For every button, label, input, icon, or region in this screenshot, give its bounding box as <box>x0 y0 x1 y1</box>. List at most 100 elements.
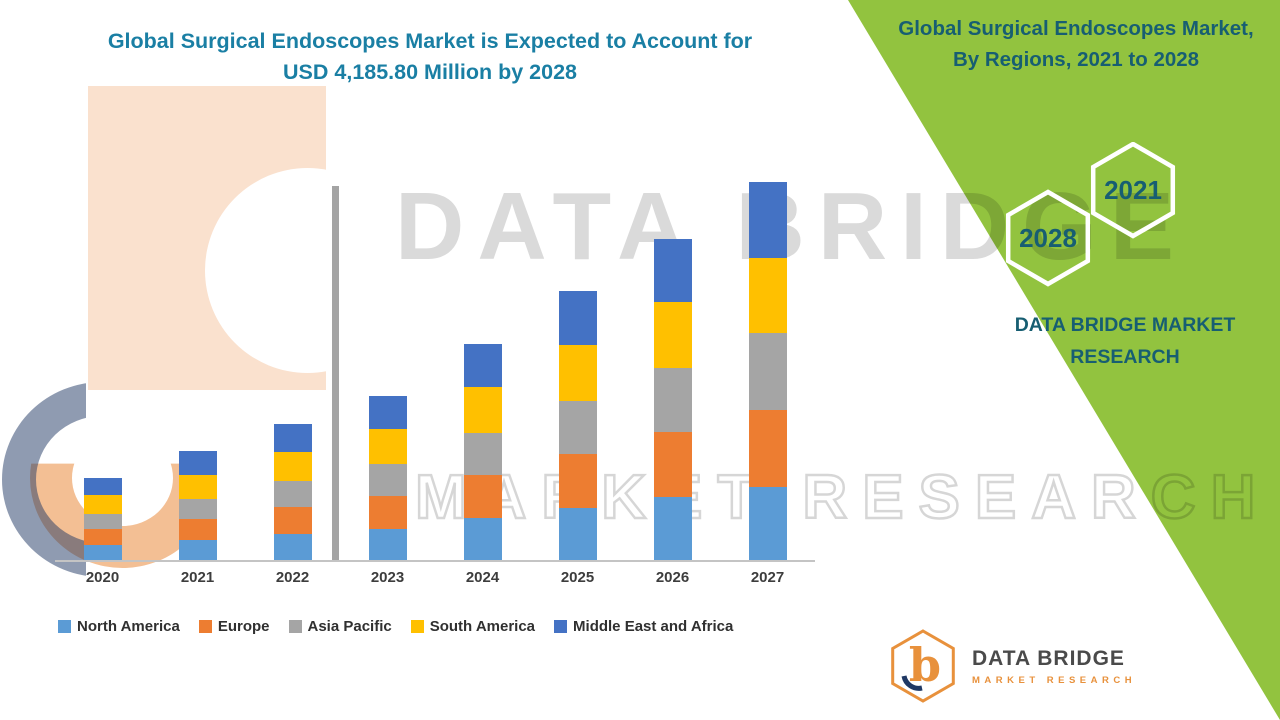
year-hexagons: 2028 2021 <box>1005 142 1176 287</box>
page-title-line2: USD 4,185.80 Million by 2028 <box>283 60 577 85</box>
bar-stack-2024 <box>463 344 502 560</box>
bar-segment-south-america <box>558 345 597 401</box>
bar-segment-asia-pacific <box>273 481 312 507</box>
bar-segment-south-america <box>748 258 787 333</box>
bar-segment-north-america <box>463 518 502 560</box>
bar-segment-europe <box>558 454 597 508</box>
bar-segment-north-america <box>558 508 597 560</box>
hexagon-2021-icon <box>1090 142 1176 239</box>
bar-segment-asia-pacific <box>178 499 217 519</box>
footer-logo: b DATA BRIDGE MARKET RESEARCH <box>888 628 1136 704</box>
page-title: Global Surgical Endoscopes Market is Exp… <box>70 26 790 88</box>
bar-segment-south-america <box>463 387 502 433</box>
legend-swatch-europe <box>198 620 212 633</box>
bar-segment-asia-pacific <box>653 368 692 432</box>
x-label-2020: 2020 <box>85 569 120 586</box>
bar-stack-2023 <box>368 396 407 560</box>
bar-slot-2027 <box>720 182 815 560</box>
bar-segment-south-america <box>83 495 122 514</box>
bar-slot-2024 <box>435 344 530 560</box>
bar-segment-europe <box>273 507 312 534</box>
bar-slot-2026 <box>625 239 720 560</box>
bars-row <box>55 150 815 562</box>
bar-segment-middle-east-and-africa <box>273 424 312 452</box>
watermark-text-secondary: MARKET RESEARCH <box>414 462 1271 534</box>
bar-stack-2027 <box>748 182 787 560</box>
legend-label-europe: Europe <box>217 618 270 635</box>
bar-segment-asia-pacific <box>558 401 597 454</box>
bar-segment-north-america <box>653 497 692 560</box>
x-label-2025: 2025 <box>560 569 595 586</box>
bar-segment-europe <box>83 529 122 545</box>
footer-logo-brand: DATA BRIDGE <box>972 646 1125 670</box>
legend-item-south-america: South America <box>410 618 536 635</box>
legend: North America Europe Asia Pacific South Ame… <box>58 618 733 635</box>
bar-segment-middle-east-and-africa <box>178 451 217 475</box>
legend-label-south-america: South America <box>429 618 536 635</box>
legend-swatch-middle-east-and-africa <box>554 620 568 633</box>
bar-segment-asia-pacific <box>748 333 787 410</box>
bar-segment-middle-east-and-africa <box>83 478 122 495</box>
legend-item-north-america: North America <box>58 618 180 635</box>
bar-segment-asia-pacific <box>368 464 407 496</box>
legend-item-europe: Europe <box>198 618 270 635</box>
bar-segment-middle-east-and-africa <box>368 396 407 429</box>
bar-segment-asia-pacific <box>463 433 502 475</box>
bar-segment-middle-east-and-africa <box>558 291 597 345</box>
bar-segment-asia-pacific <box>83 514 122 529</box>
x-label-2022: 2022 <box>275 569 310 586</box>
legend-item-asia-pacific: Asia Pacific <box>288 618 392 635</box>
bar-slot-2022 <box>245 424 340 560</box>
side-panel-heading: Global Surgical Endoscopes Market, By Re… <box>880 14 1272 76</box>
bar-stack-2025 <box>558 291 597 560</box>
bar-slot-2023 <box>340 396 435 560</box>
page-title-line1: Global Surgical Endoscopes Market is Exp… <box>107 29 753 53</box>
bar-segment-south-america <box>273 452 312 481</box>
legend-label-middle-east-and-africa: Middle East and Africa <box>573 618 734 635</box>
legend-item-middle-east-and-africa: Middle East and Africa <box>554 618 733 635</box>
bar-segment-middle-east-and-africa <box>748 182 787 258</box>
bar-segment-europe <box>178 519 217 540</box>
bar-segment-europe <box>368 496 407 529</box>
bar-segment-north-america <box>748 487 787 560</box>
bar-segment-south-america <box>653 302 692 368</box>
x-label-2027: 2027 <box>750 569 785 586</box>
x-labels: 2020 2021 2022 2023 2024 2025 2026 2027 <box>55 569 815 586</box>
bar-segment-north-america <box>368 529 407 560</box>
hexagon-back-year-label: 2028 <box>1019 223 1077 253</box>
side-panel-heading-line1: Global Surgical Endoscopes Market, <box>898 17 1254 40</box>
side-panel-brand: DATA BRIDGE MARKET RESEARCH <box>995 310 1255 373</box>
bar-slot-2021 <box>150 451 245 560</box>
watermark-logo-bowl <box>205 168 410 373</box>
legend-label-asia-pacific: Asia Pacific <box>307 618 392 635</box>
footer-logo-hexagon-icon: b <box>891 629 955 703</box>
footer-logo-text: DATA BRIDGE MARKET RESEARCH <box>972 647 1136 686</box>
bar-stack-2022 <box>273 424 312 560</box>
legend-swatch-north-america <box>58 620 71 633</box>
hexagon-2028-icon <box>1005 189 1091 287</box>
bar-segment-south-america <box>178 475 217 499</box>
bar-stack-2020 <box>83 478 122 560</box>
side-panel-brand-line2: RESEARCH <box>1070 345 1180 368</box>
hexagon-front-year-label: 2021 <box>1104 175 1162 205</box>
side-panel-heading-line2: By Regions, 2021 to 2028 <box>952 47 1200 71</box>
x-label-2023: 2023 <box>370 569 405 586</box>
legend-swatch-south-america <box>410 620 424 633</box>
bar-segment-europe <box>653 432 692 497</box>
bar-segment-middle-east-and-africa <box>653 239 692 302</box>
bar-segment-north-america <box>273 534 312 560</box>
x-label-2026: 2026 <box>655 569 690 586</box>
watermark-logo-stem <box>332 186 339 560</box>
footer-logo-monogram: b <box>909 638 941 692</box>
x-label-2021: 2021 <box>180 569 215 586</box>
legend-label-north-america: North America <box>77 618 180 635</box>
chart: 2020 2021 2022 2023 2024 2025 2026 2027 <box>55 150 815 586</box>
bar-slot-2020 <box>55 478 150 560</box>
bar-segment-north-america <box>178 540 217 560</box>
bar-segment-south-america <box>368 429 407 464</box>
bar-segment-europe <box>748 410 787 487</box>
bar-segment-europe <box>463 475 502 518</box>
bar-slot-2025 <box>530 291 625 560</box>
x-label-2024: 2024 <box>465 569 500 586</box>
